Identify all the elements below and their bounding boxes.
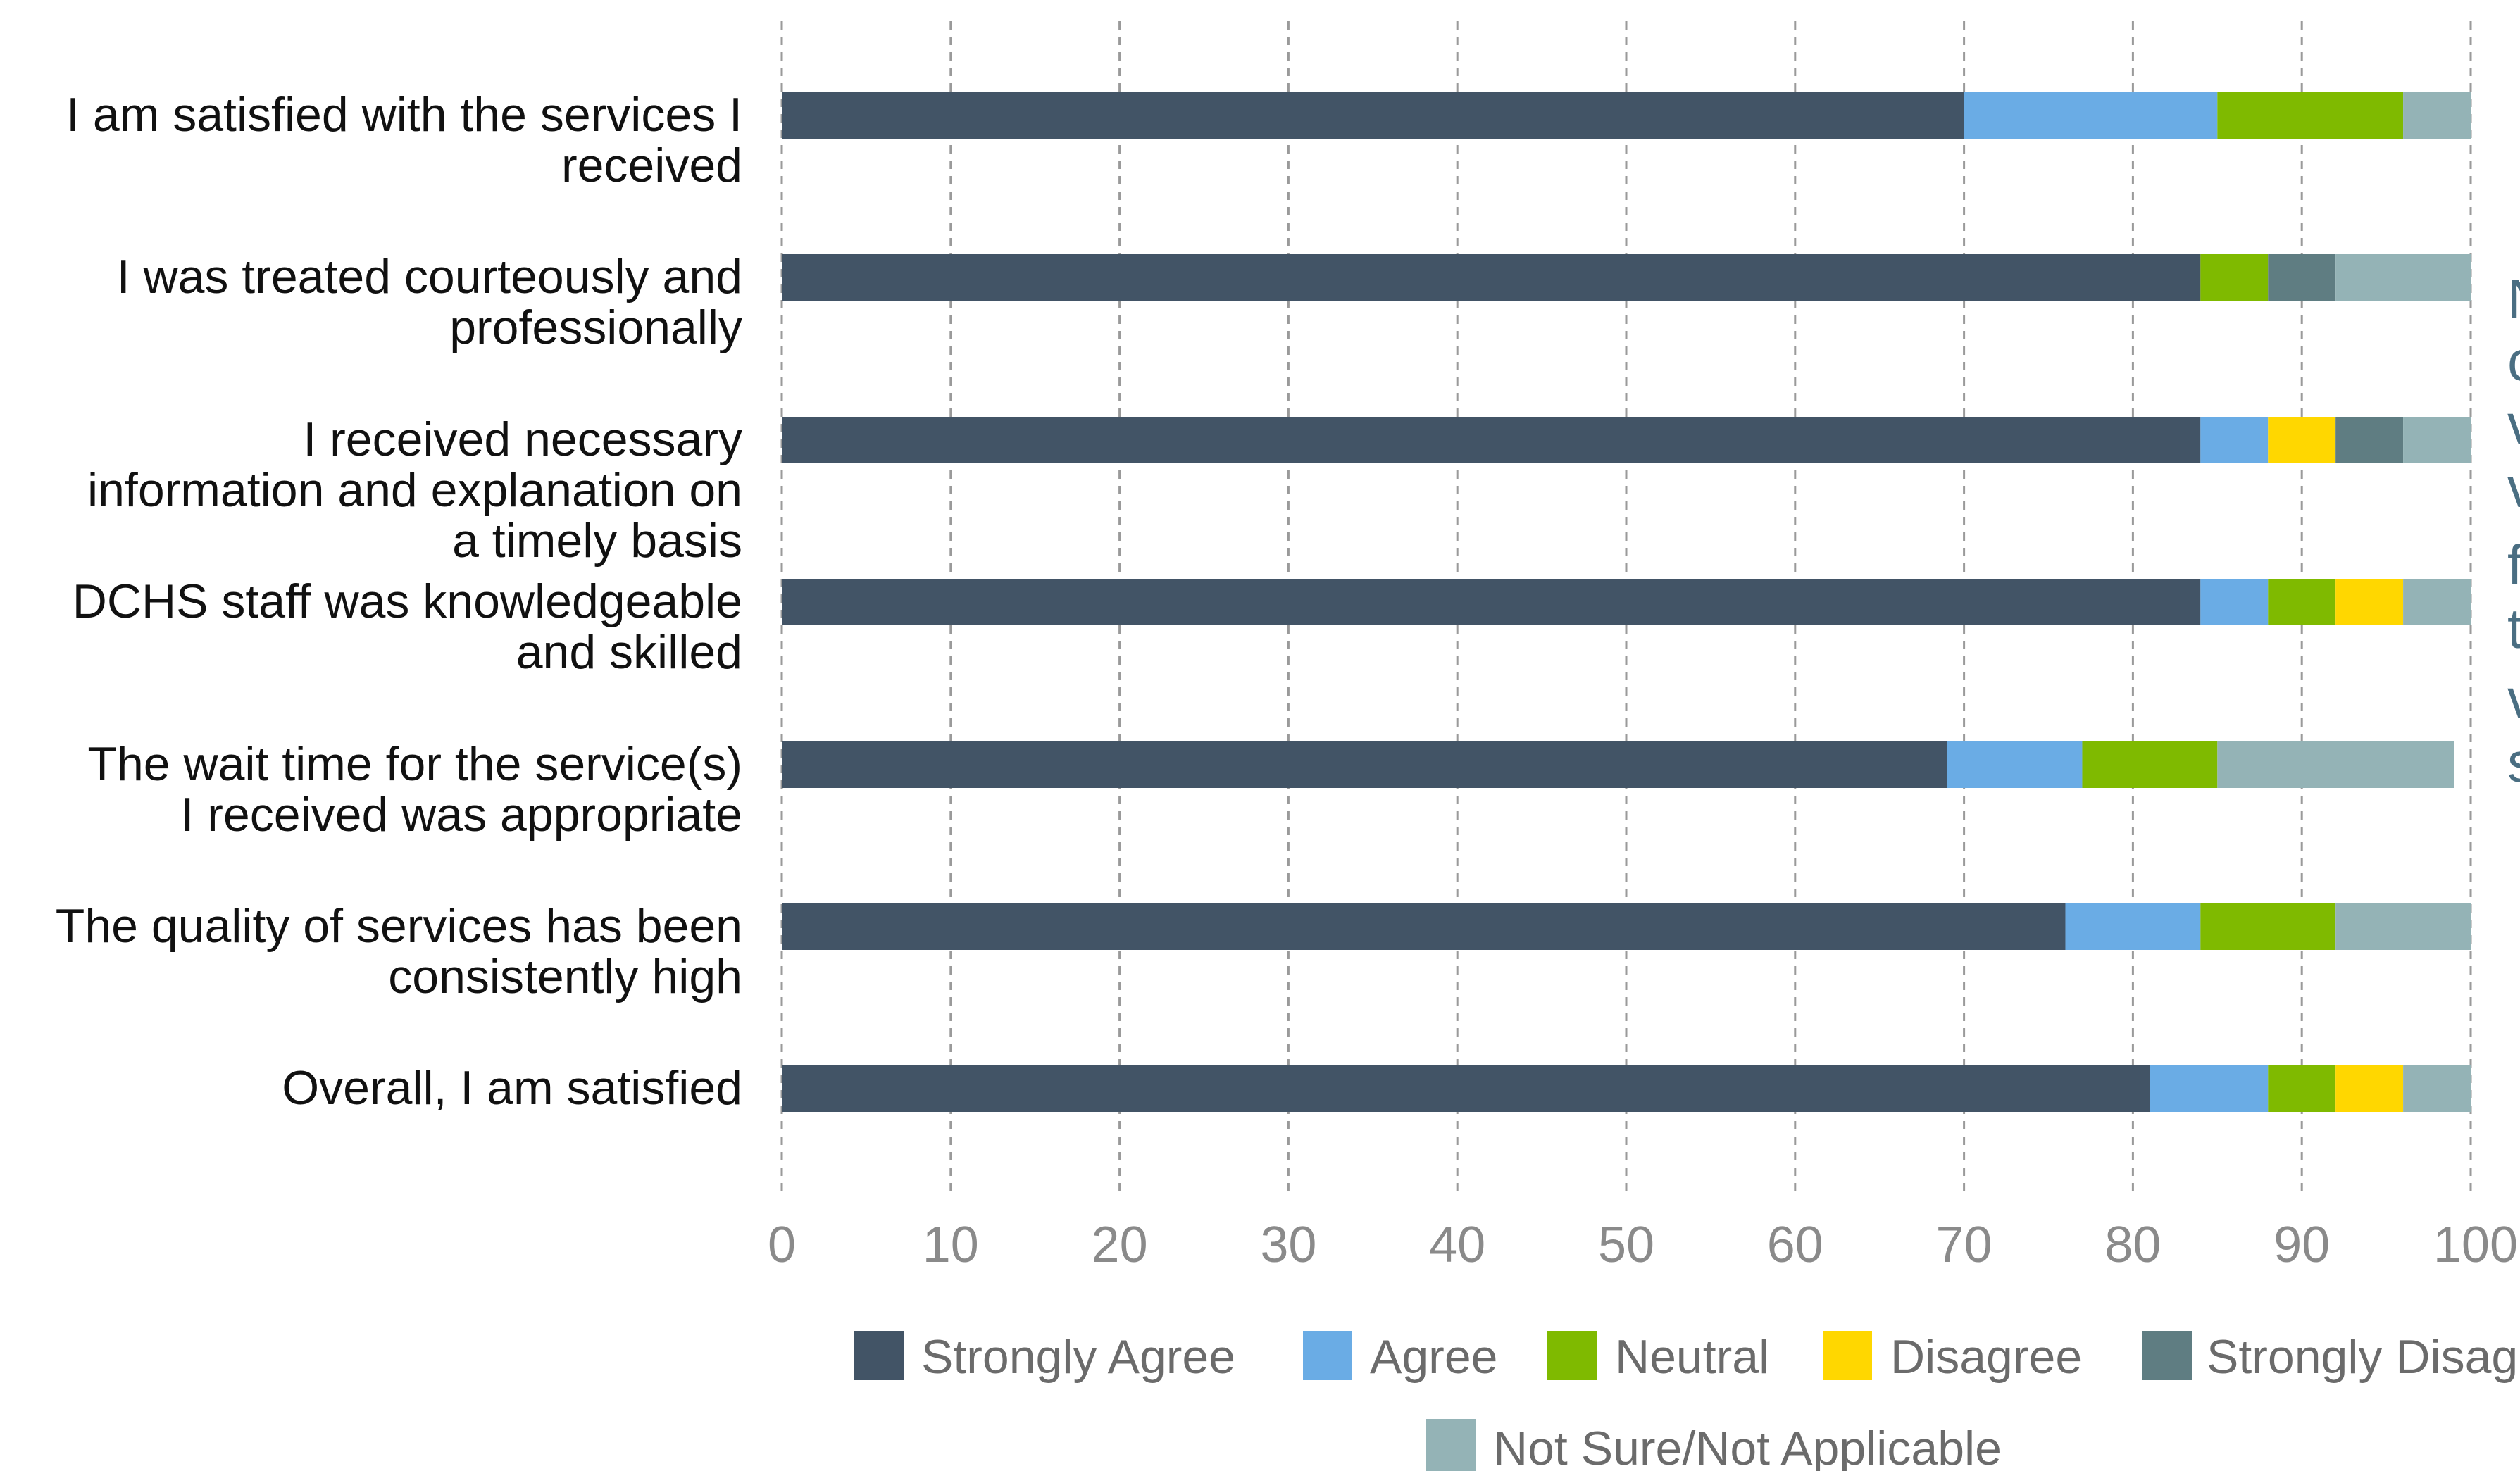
bar-segment (2150, 1065, 2269, 1112)
legend-label: Neutral (1615, 1330, 1769, 1384)
legend-label: Disagree (1890, 1330, 2082, 1384)
bar-segment (2268, 254, 2336, 301)
legend-label: Agree (1370, 1330, 1497, 1384)
x-axis-ticks: 0 10 20 30 40 50 60 70 80 90 100 (768, 1217, 2518, 1273)
x-tick-label: 30 (1260, 1217, 1316, 1273)
x-tick-label: 50 (1598, 1217, 1654, 1273)
bar-segment (2065, 903, 2201, 950)
x-tick-label: 80 (2104, 1217, 2161, 1273)
side-text-letter: N (2507, 268, 2520, 330)
category-label: a timely basis (452, 514, 742, 568)
category-label: I received was appropriate (180, 788, 742, 841)
legend-swatch (1303, 1331, 1352, 1380)
side-text-letter: v (2507, 668, 2520, 730)
bar-segment (2082, 741, 2218, 788)
x-tick-label: 0 (768, 1217, 796, 1273)
bar-segment (2335, 254, 2471, 301)
bar-segment (2200, 254, 2269, 301)
x-tick-label: 70 (1936, 1217, 1992, 1273)
legend-label: Strongly Agree (921, 1330, 1235, 1384)
side-text-letter: c (2507, 330, 2520, 392)
bar-segment (2335, 1065, 2404, 1112)
legend: Strongly Agree Agree Neutral Disagree Strong… (854, 1330, 2518, 1471)
x-tick-label: 90 (2273, 1217, 2330, 1273)
side-text-letter: s (2507, 731, 2520, 794)
bar-segment (2217, 741, 2454, 788)
legend-swatch (854, 1331, 904, 1380)
category-label: consistently high (388, 950, 742, 1003)
bar-segment (782, 254, 2201, 301)
bar-segment (2335, 417, 2404, 463)
legend-label: Strongly Disag (2207, 1330, 2518, 1384)
x-tick-label: 40 (1429, 1217, 1485, 1273)
bar-segment (2403, 579, 2471, 625)
bar-segment (2200, 579, 2269, 625)
bar-segment (2268, 417, 2336, 463)
category-label: I was treated courteously and (117, 250, 742, 303)
category-label: professionally (449, 301, 742, 354)
bar-segment (2335, 579, 2404, 625)
category-label: DCHS staff was knowledgeable (73, 575, 742, 628)
side-text-letter: t (2507, 597, 2520, 660)
x-tick-label: 20 (1092, 1217, 1148, 1273)
category-labels: I am satisfied with the services Ireceiv… (56, 88, 742, 1115)
category-label: The quality of services has been (56, 899, 742, 953)
bar-segment (782, 579, 2201, 625)
bar-segment (2403, 92, 2471, 139)
bar-segment (782, 741, 1947, 788)
bar-segment (782, 417, 2201, 463)
legend-swatch (1823, 1331, 1872, 1380)
bar-segment (782, 903, 2066, 950)
side-text-letter: v (2507, 393, 2520, 456)
legend-label: Not Sure/Not Applicable (1493, 1422, 2002, 1471)
bar-segment (2268, 579, 2336, 625)
bar-segment (2200, 417, 2269, 463)
bar-segment (1947, 741, 2083, 788)
bar-segment (2403, 417, 2471, 463)
bar-segment (2335, 903, 2471, 950)
bar-segment (2217, 92, 2404, 139)
bar-segment (2403, 1065, 2471, 1112)
legend-swatch (1426, 1419, 1476, 1471)
category-label: I received necessary (303, 413, 742, 466)
category-label: The wait time for the service(s) (87, 737, 742, 791)
x-tick-label: 10 (923, 1217, 979, 1273)
bar-segment (1964, 92, 2218, 139)
legend-swatch (2142, 1331, 2192, 1380)
side-text-letter: f (2507, 534, 2520, 596)
category-label: Overall, I am satisfied (282, 1061, 742, 1115)
side-text-fragment: Ncvvftvs (2507, 268, 2520, 794)
category-label: I am satisfied with the services I (66, 88, 742, 142)
bar-segment (782, 1065, 2150, 1112)
bar-segment (782, 92, 1964, 139)
bars (782, 92, 2471, 1112)
category-label: information and explanation on (87, 463, 742, 517)
category-label: and skilled (516, 625, 742, 679)
bar-segment (2268, 1065, 2336, 1112)
legend-swatch (1547, 1331, 1597, 1380)
category-label: received (561, 139, 742, 192)
x-tick-label: 100 (2433, 1217, 2518, 1273)
x-tick-label: 60 (1767, 1217, 1823, 1273)
bar-segment (2200, 903, 2336, 950)
side-text-letter: v (2507, 456, 2520, 519)
